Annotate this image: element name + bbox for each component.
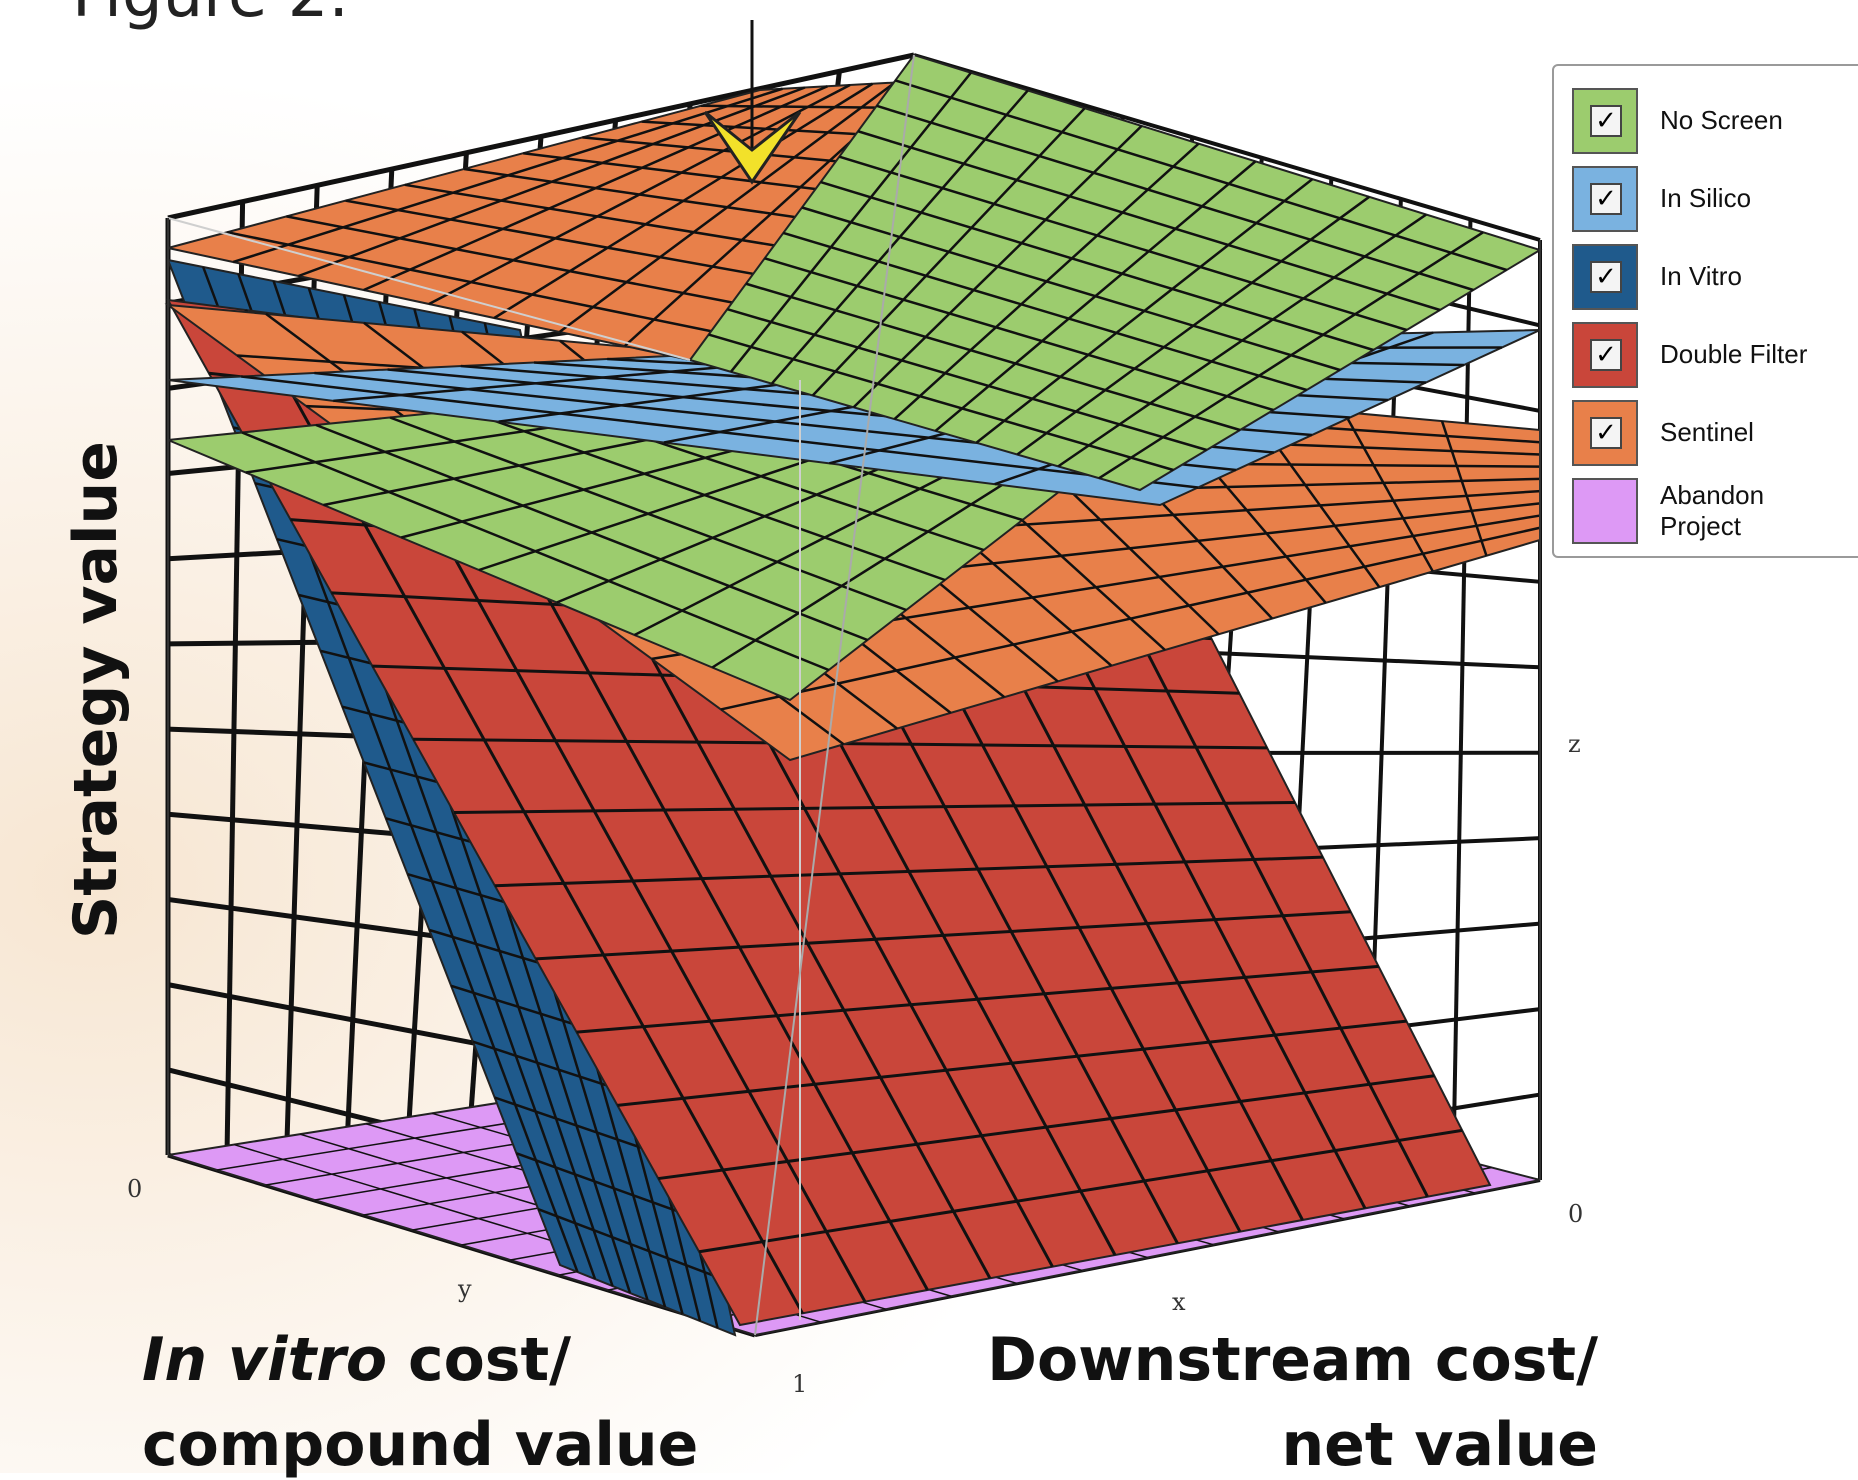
axis-letter-x: x bbox=[1172, 1288, 1186, 1316]
legend-label: No Screen bbox=[1660, 88, 1858, 154]
legend-label: In Silico bbox=[1660, 166, 1858, 232]
legend-label: Abandon Project bbox=[1660, 478, 1780, 544]
tick-origin: 0 bbox=[127, 1175, 142, 1203]
checkbox-icon[interactable]: ✓ bbox=[1590, 105, 1622, 137]
legend-item[interactable]: ✓ In Vitro bbox=[1572, 244, 1858, 310]
axis-letter-z: z bbox=[1568, 730, 1581, 758]
legend-swatch bbox=[1572, 478, 1638, 544]
tick-x-end: 0 bbox=[1568, 1200, 1583, 1228]
legend-label: Sentinel bbox=[1660, 400, 1858, 466]
legend-swatch: ✓ bbox=[1572, 244, 1638, 310]
legend-swatch: ✓ bbox=[1572, 322, 1638, 388]
axis-letter-y: y bbox=[458, 1275, 472, 1303]
legend-item[interactable]: ✓ In Silico bbox=[1572, 166, 1858, 232]
x-axis-title-line2: net value bbox=[1281, 1415, 1598, 1475]
legend-label: Double Filter bbox=[1660, 322, 1858, 388]
legend-item[interactable]: Abandon Project bbox=[1572, 478, 1858, 544]
checkbox-icon[interactable]: ✓ bbox=[1590, 183, 1622, 215]
checkbox-icon[interactable]: ✓ bbox=[1590, 339, 1622, 371]
legend-swatch: ✓ bbox=[1572, 400, 1638, 466]
x-axis-title-line1: Downstream cost/ bbox=[987, 1330, 1598, 1390]
legend-item[interactable]: ✓ Double Filter bbox=[1572, 322, 1858, 388]
z-axis-title: Strategy value bbox=[61, 441, 131, 939]
figure-title: Figure 2. bbox=[72, 0, 349, 32]
tick-y-end: 1 bbox=[792, 1370, 807, 1398]
y-axis-title-line1: In vitro cost/ bbox=[142, 1330, 571, 1390]
legend-item[interactable]: ✓ Sentinel bbox=[1572, 400, 1858, 466]
y-axis-title-rest: cost/ bbox=[387, 1325, 571, 1395]
checkbox-icon[interactable]: ✓ bbox=[1590, 417, 1622, 449]
legend-swatch: ✓ bbox=[1572, 166, 1638, 232]
legend: ✓ No Screen ✓ In Silico ✓ In Vitro ✓ Double Fil… bbox=[1552, 64, 1858, 558]
legend-item[interactable]: ✓ No Screen bbox=[1572, 88, 1858, 154]
checkbox-icon[interactable]: ✓ bbox=[1590, 261, 1622, 293]
legend-label: In Vitro bbox=[1660, 244, 1858, 310]
y-axis-title-italic: In vitro bbox=[142, 1325, 387, 1395]
legend-swatch: ✓ bbox=[1572, 88, 1638, 154]
y-axis-title-line2: compound value bbox=[142, 1415, 698, 1475]
